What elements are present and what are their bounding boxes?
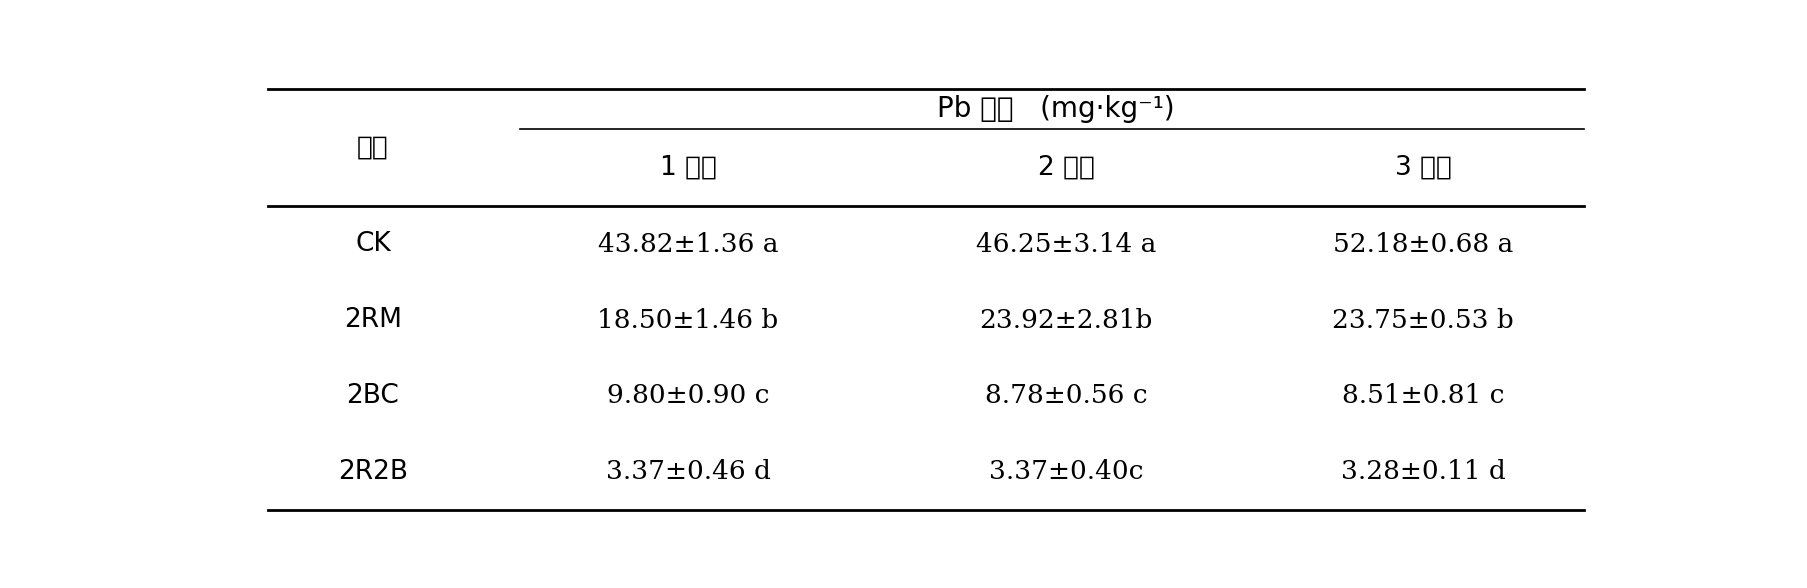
Text: 3.37±0.46 d: 3.37±0.46 d	[605, 459, 770, 485]
Text: 1 个月: 1 个月	[660, 155, 716, 181]
Text: CK: CK	[354, 231, 390, 258]
Text: Pb 含量   (mg·kg⁻¹): Pb 含量 (mg·kg⁻¹)	[936, 95, 1175, 123]
Text: 23.92±2.81b: 23.92±2.81b	[979, 308, 1153, 333]
Text: 2RM: 2RM	[343, 307, 401, 333]
Text: 处理: 处理	[358, 135, 389, 161]
Text: 3 个月: 3 个月	[1395, 155, 1451, 181]
Text: 2BC: 2BC	[347, 383, 399, 409]
Text: 18.50±1.46 b: 18.50±1.46 b	[598, 308, 779, 333]
Text: 8.51±0.81 c: 8.51±0.81 c	[1343, 383, 1505, 409]
Text: 52.18±0.68 a: 52.18±0.68 a	[1334, 232, 1514, 257]
Text: 2R2B: 2R2B	[338, 459, 408, 485]
Text: 9.80±0.90 c: 9.80±0.90 c	[607, 383, 770, 409]
Text: 8.78±0.56 c: 8.78±0.56 c	[985, 383, 1147, 409]
Text: 3.37±0.40c: 3.37±0.40c	[988, 459, 1144, 485]
Text: 23.75±0.53 b: 23.75±0.53 b	[1332, 308, 1514, 333]
Text: 2 个月: 2 个月	[1037, 155, 1095, 181]
Text: 46.25±3.14 a: 46.25±3.14 a	[976, 232, 1156, 257]
Text: 3.28±0.11 d: 3.28±0.11 d	[1341, 459, 1505, 485]
Text: 43.82±1.36 a: 43.82±1.36 a	[598, 232, 779, 257]
